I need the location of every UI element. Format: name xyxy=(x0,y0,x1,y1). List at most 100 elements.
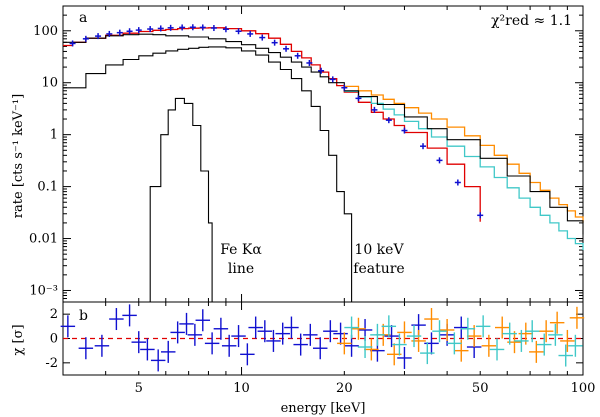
residual-point xyxy=(537,333,552,356)
fe-line-label-2: line xyxy=(228,261,254,277)
residual-point xyxy=(397,346,412,369)
residual-point xyxy=(424,308,439,331)
x-tick-label: 50 xyxy=(472,381,489,396)
residual-point xyxy=(344,316,359,339)
data-point xyxy=(82,35,89,42)
y-tick-label: 100 xyxy=(33,24,58,39)
fe-line-label-1: Fe Kα xyxy=(220,242,262,258)
residual-point xyxy=(454,316,469,339)
residual-point xyxy=(221,334,237,357)
residual-point xyxy=(569,306,585,329)
residual-point xyxy=(94,334,110,357)
feature-label-2: feature xyxy=(353,261,404,277)
data-point xyxy=(135,27,142,34)
y-tick-label: 1 xyxy=(50,128,58,143)
data-point xyxy=(329,76,336,83)
residual-point xyxy=(150,349,166,372)
residual-point xyxy=(489,338,505,361)
model-line-red xyxy=(63,27,481,222)
data-point xyxy=(147,26,154,33)
residual-point xyxy=(514,329,529,352)
panel-a-frame xyxy=(62,5,584,303)
data-point xyxy=(106,30,113,37)
residual-point xyxy=(275,322,290,345)
x-tick-label: 10 xyxy=(233,381,250,396)
y-tick-label: -2 xyxy=(45,356,58,371)
model-line-cyan xyxy=(344,90,584,251)
residual-point xyxy=(240,343,255,366)
data-point xyxy=(116,29,123,36)
residual-point xyxy=(140,338,155,361)
data-point xyxy=(420,143,427,150)
residual-point xyxy=(392,333,407,356)
x-tick-label: 20 xyxy=(336,381,353,396)
data-point xyxy=(341,84,348,91)
residual-point xyxy=(381,315,397,338)
data-point xyxy=(95,33,102,40)
residual-point xyxy=(420,342,435,365)
data-point xyxy=(436,157,443,164)
fit-quality-annotation: χ²red ≈ 1.1 xyxy=(491,13,572,29)
data-point xyxy=(189,24,196,31)
residual-point xyxy=(357,336,373,359)
data-point xyxy=(167,24,174,31)
residual-point xyxy=(538,320,554,343)
data-point xyxy=(222,26,229,33)
panel-label-b: b xyxy=(79,308,88,324)
residual-point xyxy=(161,340,176,363)
residual-point xyxy=(447,332,462,355)
residual-series xyxy=(60,304,585,372)
residual-point xyxy=(432,320,447,343)
residual-point xyxy=(213,317,229,340)
residual-point xyxy=(524,320,540,343)
data-point xyxy=(235,28,242,35)
tick-labels: 5 10 20 50 100 10⁻³ 0.01 0.1 1 10 100 -2 0 2 xyxy=(29,24,595,396)
data-point xyxy=(306,59,313,66)
residual-point xyxy=(384,325,399,348)
model-component-line xyxy=(138,97,213,303)
data-point xyxy=(477,212,484,219)
residual-point xyxy=(397,321,412,344)
residual-point xyxy=(337,332,352,355)
residual-point xyxy=(481,334,497,357)
data-point xyxy=(199,24,206,31)
residual-point xyxy=(122,304,137,327)
model-line-orange xyxy=(344,85,584,223)
data-point xyxy=(210,25,217,32)
residual-point xyxy=(568,334,583,357)
feature-label-1: 10 keV xyxy=(354,242,404,258)
model-component-line xyxy=(63,46,353,302)
residual-point xyxy=(131,331,146,354)
data-point xyxy=(271,39,278,46)
residual-point xyxy=(475,315,491,338)
residual-point xyxy=(312,337,328,360)
residual-point xyxy=(424,332,439,355)
x-tick-label: 5 xyxy=(135,381,143,396)
residual-point xyxy=(170,321,185,344)
residual-point xyxy=(323,320,338,343)
residual-point xyxy=(460,317,476,340)
residual-point xyxy=(204,332,220,355)
residual-point xyxy=(558,344,573,367)
residual-point xyxy=(370,323,385,346)
data-point xyxy=(283,45,290,52)
residual-point xyxy=(364,338,379,361)
residual-point xyxy=(529,340,544,363)
data-point xyxy=(401,127,408,134)
data-point xyxy=(126,28,133,35)
residual-point xyxy=(60,315,76,338)
x-tick-label: 100 xyxy=(571,381,596,396)
residual-point xyxy=(78,337,94,360)
residual-point xyxy=(109,308,124,331)
y-tick-label: 10⁻³ xyxy=(29,283,58,298)
data-point xyxy=(318,67,325,74)
data-point xyxy=(454,179,461,186)
residual-point xyxy=(406,325,422,348)
residual-point xyxy=(266,329,281,352)
residual-point xyxy=(187,323,203,346)
y-tick-label: 2 xyxy=(50,307,58,322)
residual-point xyxy=(333,322,348,345)
residual-point xyxy=(257,320,273,343)
data-point xyxy=(69,40,76,47)
